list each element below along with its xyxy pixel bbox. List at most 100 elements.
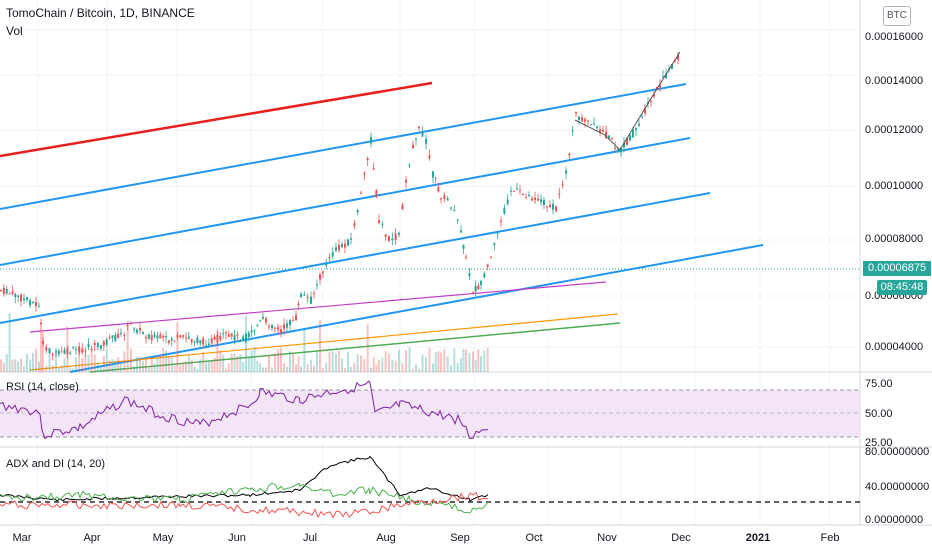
- candle-body: [516, 188, 518, 190]
- candle-body: [69, 352, 72, 354]
- candle-body: [493, 243, 496, 246]
- candle-body: [136, 329, 138, 333]
- support-line-green: [89, 322, 621, 373]
- volume-bar: [378, 359, 380, 372]
- candle-body: [303, 294, 306, 296]
- volume-bar: [213, 357, 216, 372]
- volume-bar: [162, 347, 165, 372]
- candle-body: [11, 291, 14, 295]
- candle-body: [350, 238, 352, 240]
- candle-body: [8, 293, 11, 295]
- candle-body: [51, 353, 54, 356]
- volume-bar: [145, 359, 147, 372]
- candle-body: [87, 344, 90, 348]
- volume-bar: [48, 353, 51, 372]
- volume-bar: [259, 362, 262, 372]
- candle-body: [432, 171, 434, 178]
- volume-bar: [375, 364, 378, 372]
- rsi-label[interactable]: RSI (14, close): [6, 381, 79, 393]
- candle-body: [271, 325, 273, 329]
- candle-body: [581, 117, 583, 122]
- candle-body: [325, 263, 328, 266]
- candle-body: [593, 123, 595, 125]
- candle-body: [219, 335, 222, 340]
- candle-body: [617, 148, 619, 151]
- volume-bar: [391, 359, 394, 372]
- volume-bar: [182, 362, 185, 372]
- candle-body: [289, 319, 291, 326]
- candle-body: [187, 336, 190, 339]
- candle-body: [662, 76, 664, 78]
- candle-body: [378, 220, 380, 224]
- volume-bar: [328, 352, 331, 372]
- volume-bar: [32, 352, 34, 372]
- candle-body: [145, 337, 147, 339]
- candle-body: [207, 343, 210, 346]
- candle-body: [250, 330, 253, 333]
- volume-bar: [130, 348, 132, 372]
- candle-body: [360, 192, 362, 194]
- currency-badge[interactable]: BTC: [883, 6, 911, 26]
- candle-body: [268, 326, 270, 328]
- candle-body: [561, 184, 564, 186]
- volume-bar: [432, 363, 434, 372]
- volume-bar: [434, 352, 437, 372]
- volume-bar: [196, 368, 199, 372]
- volume-bar: [242, 362, 245, 372]
- candle-body: [319, 274, 321, 280]
- volume-bar: [78, 349, 81, 372]
- volume-bar: [331, 351, 334, 372]
- candle-body: [468, 272, 471, 277]
- candle-body: [20, 294, 22, 302]
- volume-bar: [370, 367, 372, 372]
- volume-bar: [142, 360, 144, 372]
- candle-body: [650, 101, 652, 103]
- candle-body: [60, 351, 63, 353]
- candle-body: [310, 296, 312, 304]
- candle-body: [153, 334, 156, 337]
- projection-path: [574, 51, 681, 151]
- volume-bar: [239, 354, 242, 372]
- volume-bar: [87, 354, 90, 372]
- candle-body: [644, 108, 646, 114]
- volume-bar: [401, 363, 404, 372]
- volume-bar: [456, 362, 459, 372]
- candle-body: [408, 164, 411, 166]
- volume-bar: [173, 366, 176, 372]
- candle-body: [506, 199, 509, 204]
- di-plus-line: [0, 482, 489, 514]
- candle-body: [638, 123, 640, 126]
- candle-body: [602, 129, 604, 132]
- volume-bar: [120, 363, 122, 372]
- volume-bar: [219, 350, 222, 372]
- volume-bar: [316, 351, 318, 372]
- volume-bar: [108, 360, 111, 372]
- candle-body: [90, 348, 93, 350]
- volume-bar: [96, 362, 99, 372]
- volume-bar: [341, 358, 343, 372]
- adx-label[interactable]: ADX and DI (14, 20): [6, 458, 106, 470]
- volume-bar: [453, 348, 456, 372]
- volume-bar: [325, 362, 328, 372]
- candle-body: [245, 334, 247, 342]
- candle-body: [292, 320, 294, 322]
- time-label: Aug: [376, 532, 396, 544]
- candle-body: [210, 338, 213, 344]
- candle-body: [230, 333, 233, 337]
- candle-body: [2, 287, 5, 295]
- volume-bar: [102, 355, 105, 372]
- candle-body: [156, 335, 159, 339]
- rsi-line: [0, 380, 489, 440]
- candle-body: [205, 345, 207, 347]
- candle-body: [40, 322, 42, 325]
- candle-body: [322, 271, 324, 274]
- candle-body: [614, 147, 616, 149]
- volume-bar: [465, 349, 467, 372]
- candle-body: [460, 230, 462, 233]
- candle-body: [96, 342, 99, 348]
- candle-body: [394, 233, 397, 241]
- candle-body: [611, 138, 613, 140]
- candle-body: [48, 348, 51, 354]
- volume-bar: [295, 364, 297, 372]
